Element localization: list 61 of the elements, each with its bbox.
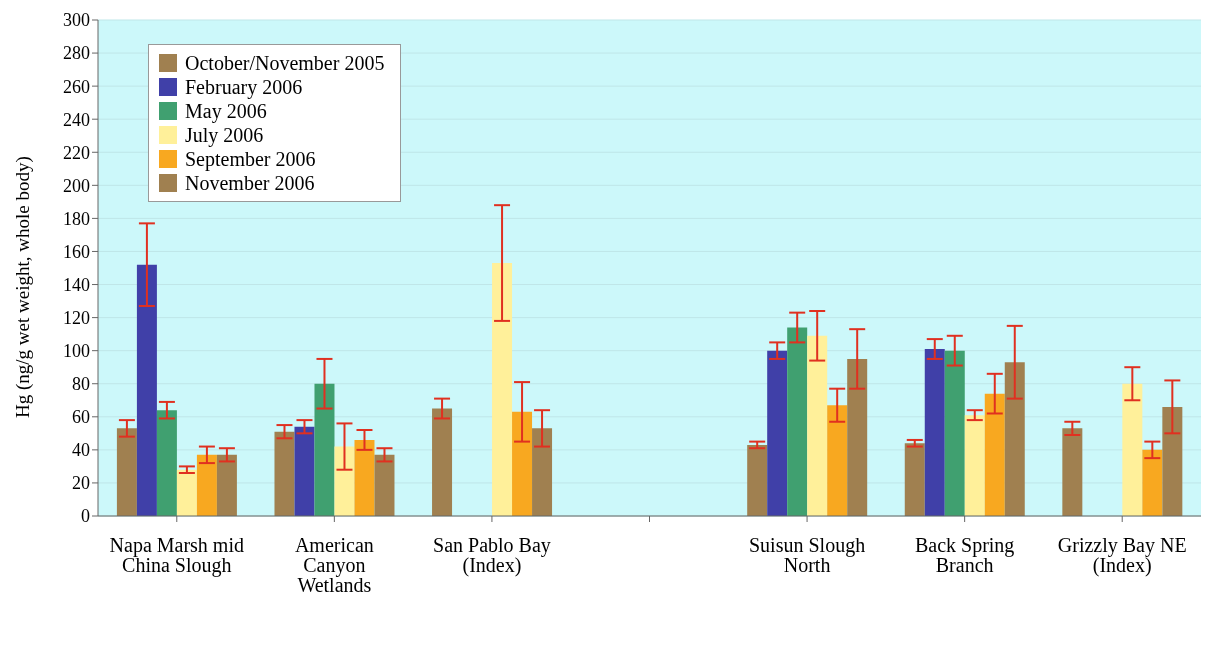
bar — [944, 350, 965, 516]
bar — [1004, 362, 1025, 516]
x-tick-label: Back Spring Branch — [914, 534, 1015, 577]
bar — [532, 428, 553, 516]
y-tick-label: 260 — [63, 76, 90, 97]
bar — [334, 446, 355, 516]
bar — [847, 358, 868, 516]
bar — [176, 469, 197, 516]
legend-label: July 2006 — [185, 123, 264, 147]
y-tick-label: 140 — [63, 274, 90, 295]
x-tick-label: Napa Marsh mid China Slough — [109, 534, 244, 578]
bar — [964, 415, 985, 516]
y-tick-label: 100 — [63, 341, 90, 362]
y-tick-label: 120 — [63, 307, 90, 328]
legend-label: October/November 2005 — [185, 51, 385, 75]
bar — [196, 454, 217, 516]
bar — [1162, 406, 1183, 516]
y-tick-label: 40 — [72, 440, 90, 461]
bar — [807, 335, 828, 516]
y-tick-label: 80 — [72, 374, 90, 395]
legend-label: May 2006 — [185, 99, 267, 123]
bar — [904, 443, 925, 516]
bar — [156, 410, 177, 516]
y-tick-label: 160 — [63, 241, 90, 262]
bar — [747, 444, 768, 516]
bar — [274, 431, 295, 516]
y-tick-label: 200 — [63, 175, 90, 196]
y-tick-label: 0 — [81, 506, 90, 527]
legend-label: February 2006 — [185, 75, 303, 99]
y-tick-label: 60 — [72, 407, 90, 428]
bar — [432, 408, 453, 516]
y-tick-label: 280 — [63, 43, 90, 64]
y-tick-label: 20 — [72, 473, 90, 494]
bar — [924, 349, 945, 516]
bar — [492, 263, 513, 516]
bar — [1142, 449, 1163, 516]
bar — [314, 383, 335, 516]
bar — [216, 454, 237, 516]
x-tick-label: San Pablo Bay (Index) — [433, 534, 551, 578]
bar — [827, 405, 848, 516]
bar — [512, 411, 533, 516]
bar — [767, 350, 788, 516]
legend-label: September 2006 — [185, 147, 316, 171]
bar — [294, 426, 315, 516]
y-axis-title: Hg (ng/g wet weight, whole body) — [11, 156, 34, 418]
bar — [787, 327, 808, 516]
y-tick-label: 300 — [63, 10, 90, 31]
bar — [1122, 383, 1143, 516]
bar — [984, 393, 1005, 516]
y-tick-label: 220 — [63, 142, 90, 163]
legend-label: November 2006 — [185, 171, 315, 195]
bar — [354, 439, 375, 516]
x-tick-label: Grizzly Bay NE (Index) — [1057, 534, 1187, 578]
bar — [116, 428, 137, 516]
y-tick-label: 240 — [63, 109, 90, 130]
bar — [374, 454, 395, 516]
bar — [1062, 428, 1083, 516]
x-tick-label: Suisun Slough North — [748, 534, 866, 577]
x-tick-label: American Canyon Wetlands — [294, 534, 374, 597]
bar — [136, 264, 157, 516]
y-tick-label: 180 — [63, 208, 90, 229]
